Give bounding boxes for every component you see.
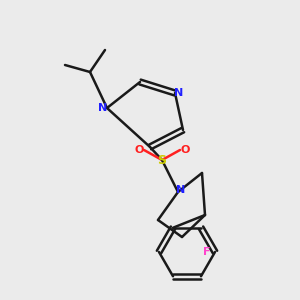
Text: O: O	[180, 145, 190, 155]
Text: S: S	[158, 154, 166, 166]
Text: O: O	[134, 145, 144, 155]
Text: N: N	[174, 88, 184, 98]
Text: N: N	[98, 103, 108, 113]
Text: N: N	[176, 185, 186, 195]
Text: F: F	[203, 247, 211, 257]
